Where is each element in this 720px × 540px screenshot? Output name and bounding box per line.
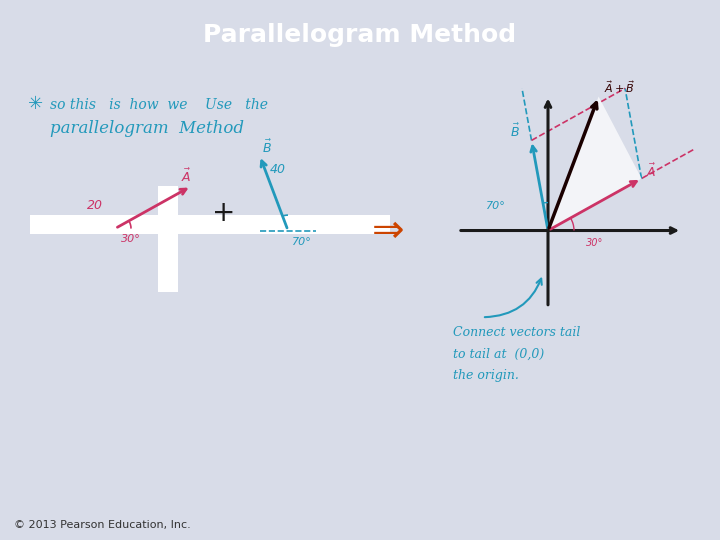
Text: © 2013 Pearson Education, Inc.: © 2013 Pearson Education, Inc.	[14, 520, 191, 530]
Text: to tail at  (0,0): to tail at (0,0)	[453, 348, 544, 361]
Polygon shape	[548, 97, 642, 231]
Text: 30°: 30°	[121, 234, 141, 244]
Text: 40: 40	[269, 163, 286, 176]
Text: so this   is  how  we    Use   the: so this is how we Use the	[50, 98, 268, 112]
Text: Parallelogram Method: Parallelogram Method	[204, 23, 516, 47]
Text: +: +	[212, 199, 235, 227]
Text: $\vec{A}$: $\vec{A}$	[646, 163, 656, 180]
Text: 70°: 70°	[486, 201, 506, 211]
Text: the origin.: the origin.	[453, 369, 519, 382]
Text: $\vec{B}$: $\vec{B}$	[261, 139, 271, 157]
Text: $\vec{A}+\vec{B}$: $\vec{A}+\vec{B}$	[603, 79, 634, 94]
Bar	[30, 215, 390, 234]
Text: Connect vectors tail: Connect vectors tail	[453, 327, 580, 340]
Text: parallelogram  Method: parallelogram Method	[50, 120, 244, 137]
Text: 20: 20	[87, 199, 103, 212]
Text: ⇒: ⇒	[372, 212, 405, 249]
Bar	[158, 186, 178, 292]
Text: 30°: 30°	[586, 238, 603, 248]
Text: $\vec{A}$: $\vec{A}$	[181, 168, 192, 185]
Text: ✳: ✳	[28, 95, 43, 113]
Text: 70°: 70°	[292, 237, 312, 247]
Text: $\vec{B}$: $\vec{B}$	[510, 122, 519, 139]
